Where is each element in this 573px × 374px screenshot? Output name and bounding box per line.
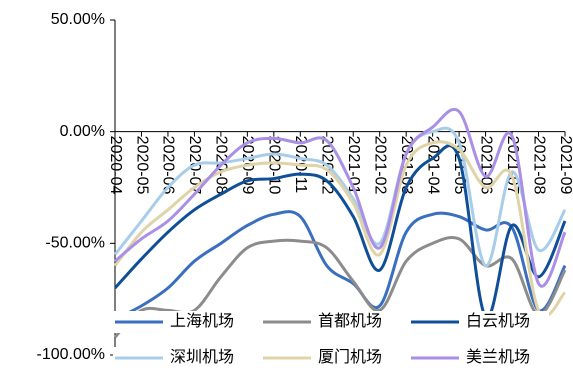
series-line [114, 108, 567, 288]
x-tick-label: 2020-04 [107, 136, 124, 195]
legend-label: 首都机场 [318, 312, 382, 330]
legend-label: 厦门机场 [318, 348, 382, 366]
legend-label: 上海机场 [170, 312, 234, 330]
y-tick-label: 0.00% [60, 123, 105, 140]
legend-bg [409, 347, 549, 369]
x-tick-label: 2021-04 [424, 136, 441, 195]
x-tick-label: 2020-10 [266, 136, 283, 195]
series-line [113, 144, 567, 320]
y-tick-label: -100.00% [37, 346, 106, 363]
series-line [113, 140, 567, 318]
legend-label: 深圳机场 [170, 348, 234, 366]
x-tick-label: 2020-05 [133, 136, 150, 195]
series-line [113, 126, 567, 268]
x-tick-label: 2020-06 [160, 136, 177, 195]
y-tick-label: 50.00% [51, 11, 105, 28]
legend-bg [113, 311, 253, 333]
x-tick-label: 2021-02 [371, 136, 388, 195]
legend-label: 白云机场 [466, 312, 530, 330]
legend-bg [261, 311, 401, 333]
y-tick-label: -50.00% [45, 235, 105, 252]
x-tick-label: 2021-06 [477, 136, 494, 195]
x-tick-label: 2021-08 [530, 136, 547, 195]
legend-label: 美兰机场 [466, 348, 530, 366]
legend-bg [261, 347, 401, 369]
x-tick-label: 2021-09 [557, 136, 573, 195]
legend-bg [409, 311, 549, 333]
series-line [114, 210, 567, 321]
legend-bg [113, 347, 253, 369]
